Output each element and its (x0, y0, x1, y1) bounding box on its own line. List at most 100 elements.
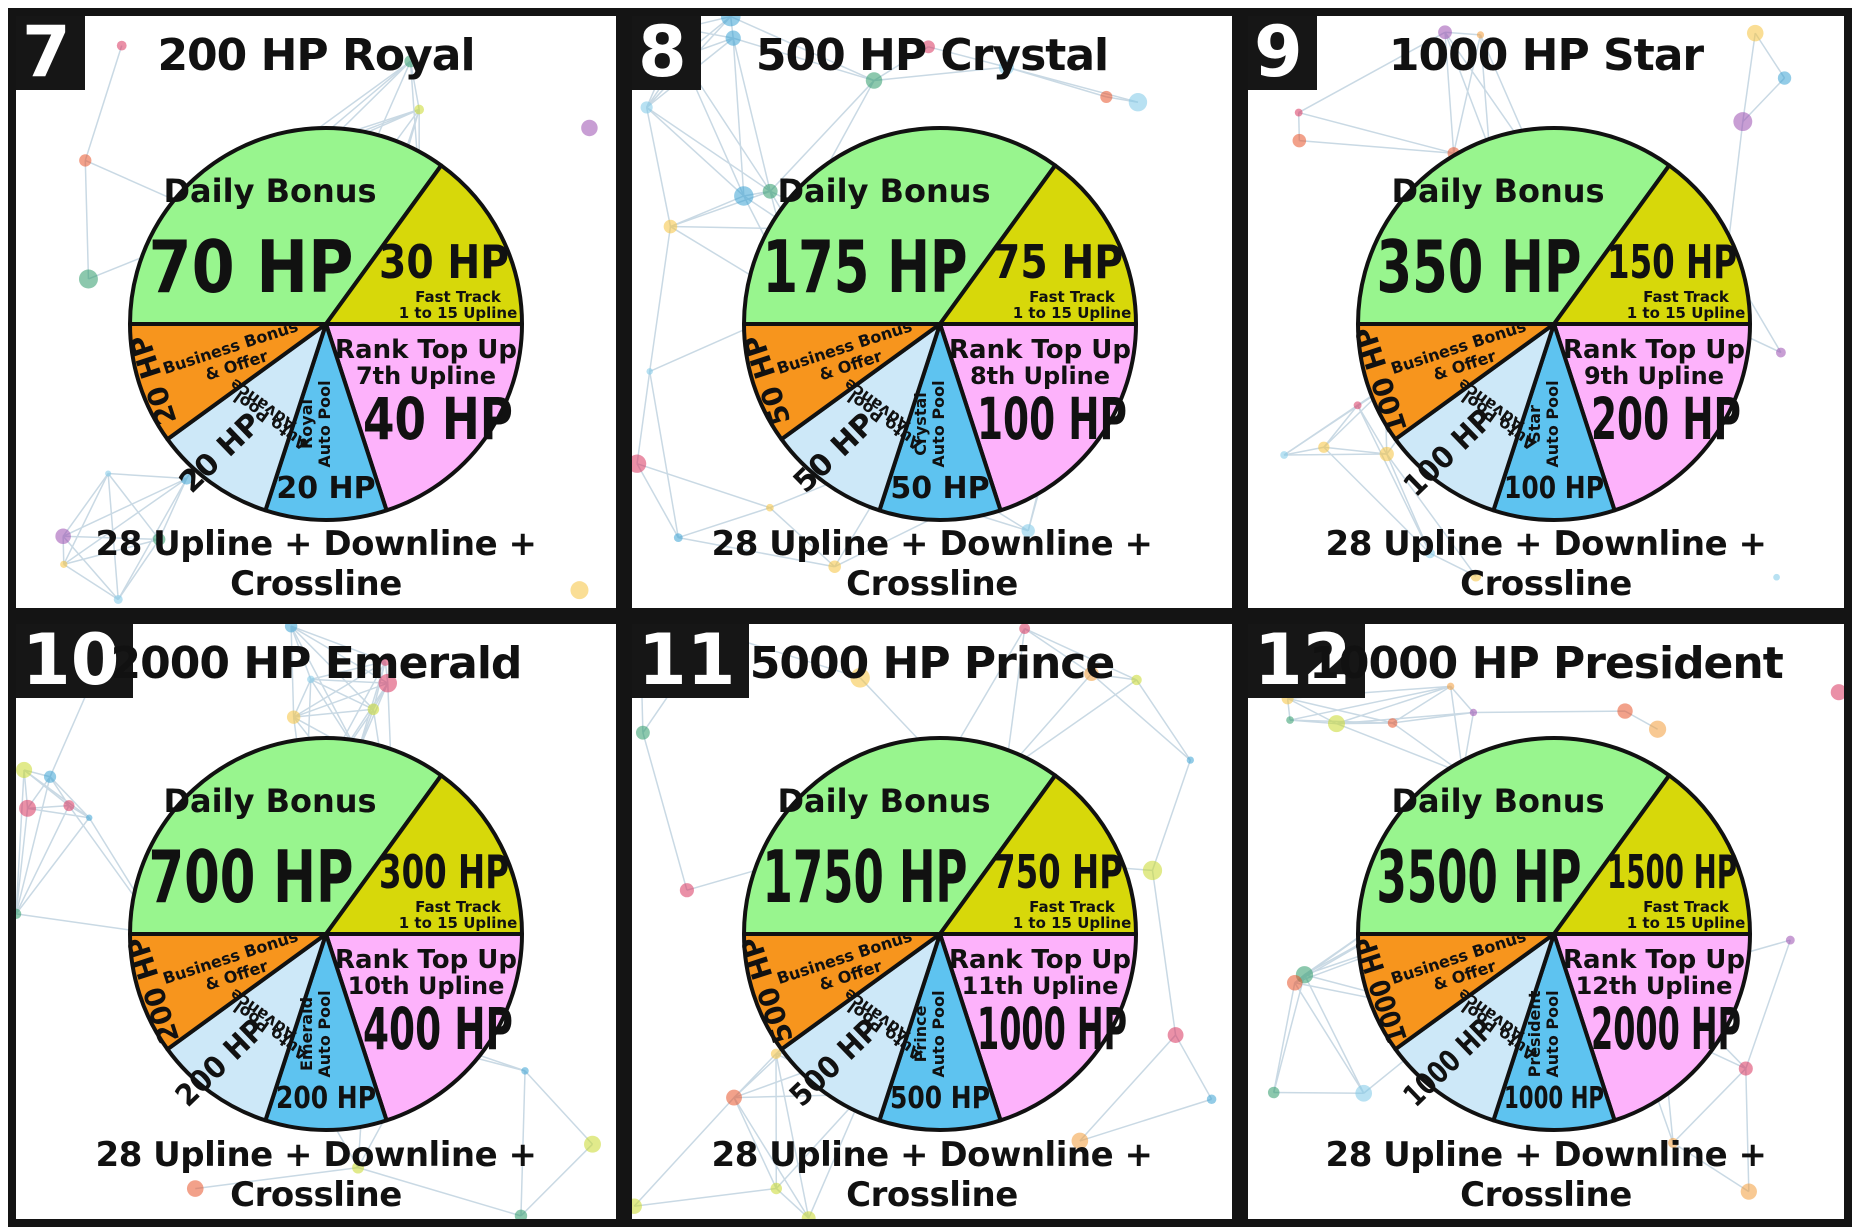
network-dot (1131, 674, 1142, 686)
network-dot (1469, 708, 1478, 717)
pie-slice-auto-pool (263, 932, 389, 1132)
network-dot (726, 1089, 742, 1106)
network-line (1287, 697, 1337, 725)
slice-label: Fast Track (415, 288, 502, 306)
slice-sublabel: 10th Upline (348, 972, 505, 1000)
network-dot (16, 761, 33, 779)
network-line (293, 660, 386, 718)
plan-number: 9 (1248, 16, 1317, 90)
pie-slice-daily-bonus (1356, 126, 1672, 326)
network-dot (1206, 1094, 1217, 1105)
pie-slice-daily-bonus (742, 736, 1058, 936)
pie-slice-auto-pool (877, 322, 1003, 522)
network-line (1273, 974, 1306, 1093)
network-dot (1425, 548, 1435, 559)
network-line (293, 708, 374, 718)
network-line (633, 1097, 735, 1207)
slice-value-label: 3500 HP (1377, 835, 1582, 919)
slice-label: Auto Pool (315, 380, 334, 467)
pie-slice-advance-auto-pool (779, 932, 942, 1123)
pie-slice-rank-top-up (938, 322, 1138, 513)
plan-title: 200 HP Royal (157, 30, 475, 81)
pie-slice-advance-auto-pool (1393, 932, 1556, 1123)
network-line (520, 1143, 594, 1217)
network-dot (352, 1161, 365, 1174)
network-line (775, 1094, 863, 1189)
network-line (1303, 974, 1365, 1094)
slice-value-label: 50 HP (890, 471, 989, 506)
network-dot (284, 624, 298, 633)
pie-slice-rank-top-up (324, 322, 524, 513)
slice-label: Rank Top Up (1563, 335, 1745, 365)
network-line (670, 190, 771, 228)
network-dot (1167, 1027, 1184, 1044)
network-line (732, 37, 771, 192)
slice-value-label: 1750 HP (763, 835, 968, 919)
slice-label: Auto Pool (1543, 990, 1562, 1077)
slice-label: Prince (911, 1005, 930, 1062)
network-dot (1476, 31, 1485, 39)
slice-sublabel: 9th Upline (1584, 362, 1724, 390)
network-dot (1286, 716, 1294, 724)
network-line (1004, 628, 1026, 772)
network-dot (60, 560, 68, 568)
network-dot (16, 908, 22, 920)
slice-label: Daily Bonus (1391, 172, 1604, 210)
slice-sublabel: 1 to 15 Upline (1013, 914, 1132, 932)
network-line (310, 660, 386, 681)
network-dot (679, 883, 694, 898)
network-dot (380, 657, 390, 666)
network-line (290, 625, 386, 663)
network-dot (1746, 24, 1764, 42)
pie-slice-fast-track (324, 163, 524, 326)
network-dot (581, 119, 598, 137)
pie-slice-auto-pool (877, 932, 1003, 1132)
network-line (732, 37, 875, 82)
network-dot (828, 560, 841, 573)
network-dot (635, 725, 650, 740)
slice-value-label: 100 HP (977, 385, 1127, 453)
slice-value-label: 75 HP (993, 235, 1123, 289)
slice-sublabel: 7th Upline (356, 362, 496, 390)
plan-footer: 28 Upline + Downline + Crossline (711, 524, 1153, 604)
network-dot (43, 770, 57, 783)
network-line (1452, 34, 1482, 154)
network-line (636, 463, 679, 538)
network-line (23, 769, 90, 819)
network-dot (663, 219, 678, 234)
network-dot (1318, 441, 1330, 453)
plan-footer: 28 Upline + Downline + Crossline (1325, 1135, 1767, 1215)
network-line (16, 808, 29, 914)
network-dot (1021, 524, 1035, 538)
network-line (1449, 686, 1464, 774)
pie-slice-advance-auto-pool (1393, 322, 1556, 513)
slice-value-label: 200 HP (276, 1081, 376, 1116)
plan-number: 8 (632, 16, 701, 90)
network-dot (116, 40, 127, 51)
network-line (1323, 446, 1387, 455)
network-dot (725, 30, 741, 46)
network-line (678, 536, 835, 568)
plan-panel-9: 9 1000 HP Star Daily Bonus 350 HP 150 HP Fa… (1240, 8, 1852, 616)
plan-panel-12: 12 10000 HP President Daily Bonus 3500 HP… (1240, 616, 1852, 1227)
network-line (84, 45, 123, 161)
network-dot (1738, 1061, 1753, 1076)
network-line (1356, 404, 1431, 554)
network-dot (865, 72, 883, 89)
pie-slice-rank-top-up (324, 932, 524, 1123)
network-line (117, 538, 160, 600)
pie-slice-business-bonus (1356, 932, 1556, 1052)
network-dot (1353, 401, 1362, 410)
network-line (1745, 939, 1792, 1069)
plan-number: 7 (16, 16, 85, 90)
network-dot (1773, 573, 1780, 581)
pie-slice-rank-top-up (1552, 932, 1752, 1123)
network-dot (673, 533, 683, 542)
network-dot (1785, 935, 1795, 945)
network-line (775, 1187, 810, 1219)
slice-label: Auto Pool (315, 990, 334, 1077)
